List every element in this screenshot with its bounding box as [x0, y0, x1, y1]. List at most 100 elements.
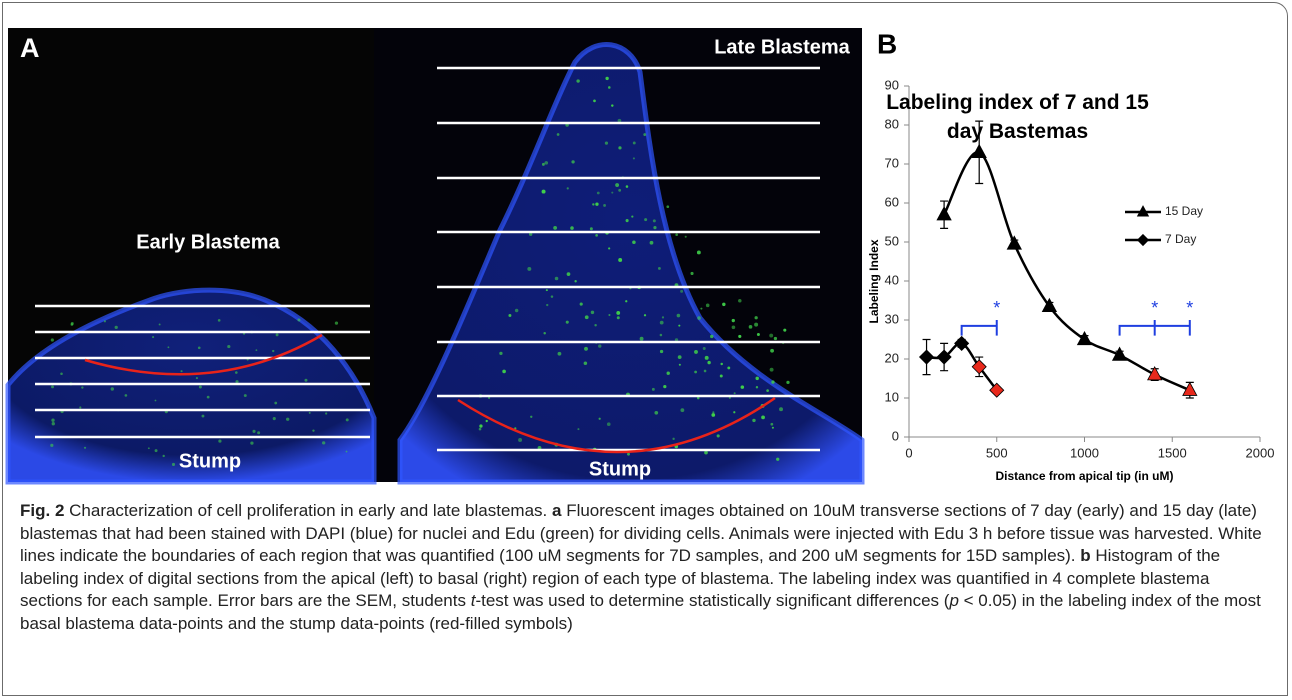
speckle	[197, 346, 201, 350]
speckle	[618, 146, 622, 150]
speckle	[696, 250, 701, 255]
y-tick-label: 60	[885, 194, 899, 209]
panel-label: A	[20, 33, 40, 63]
speckle	[595, 202, 599, 206]
speckle	[618, 188, 622, 192]
speckle	[275, 333, 279, 337]
speckle	[618, 257, 623, 262]
speckle	[70, 323, 74, 326]
speckle	[719, 374, 723, 378]
figure: A Early Blastema Stump Late Blastema Stu…	[5, 28, 1274, 485]
speckle	[257, 431, 261, 435]
speckle	[659, 333, 663, 337]
speckle	[738, 334, 742, 338]
speckle	[731, 325, 736, 330]
speckle	[616, 316, 620, 320]
speckle	[557, 351, 562, 356]
speckle	[297, 318, 301, 322]
speckle	[756, 332, 760, 336]
speckle	[51, 418, 55, 422]
speckle	[659, 349, 664, 354]
speckle	[700, 307, 703, 310]
speckle	[272, 349, 275, 353]
speckle	[752, 418, 756, 423]
speckle	[702, 346, 706, 350]
speckle	[152, 336, 155, 339]
speckle	[218, 439, 222, 443]
speckle	[527, 266, 532, 271]
caption-text: Histogram of the labeling index of digit…	[20, 546, 1221, 610]
speckle	[198, 385, 202, 389]
speckle	[627, 452, 630, 456]
speckle	[576, 79, 580, 83]
speckle	[606, 422, 611, 426]
speckle	[595, 234, 598, 237]
significance-bracket	[960, 324, 997, 336]
x-tick-label: 2000	[1246, 445, 1275, 460]
legend-label: 15 Day	[1165, 204, 1203, 218]
marker	[918, 349, 935, 365]
speckle	[755, 376, 759, 381]
speckle	[643, 133, 647, 136]
region-lines	[35, 66, 820, 452]
speckle	[659, 320, 664, 325]
series-line	[942, 151, 1191, 392]
speckle	[711, 413, 716, 417]
y-tick-label: 70	[885, 155, 899, 170]
image-label: Late Blastema	[714, 36, 850, 58]
speckle	[530, 415, 533, 418]
speckle	[712, 411, 715, 414]
speckle	[51, 422, 55, 426]
x-tick-label: 0	[905, 445, 912, 460]
speckle	[541, 189, 546, 194]
speckle	[727, 366, 731, 370]
speckle	[114, 325, 118, 330]
speckle	[694, 349, 698, 354]
speckle	[696, 396, 700, 400]
caption: Fig. 2 Characterization of cell prolifer…	[20, 500, 1270, 635]
speckle	[694, 370, 697, 374]
panel-a: A Early Blastema Stump Late Blastema Stu…	[5, 28, 865, 485]
speckle	[632, 141, 636, 145]
speckle	[479, 424, 483, 428]
speckle	[661, 316, 665, 319]
speckle	[272, 417, 276, 421]
speckle	[680, 408, 685, 413]
legend-marker	[1136, 233, 1150, 247]
speckle	[663, 385, 667, 389]
speckle	[545, 289, 548, 292]
early-tissue	[5, 287, 377, 485]
speckle	[644, 218, 648, 222]
speckle	[592, 203, 595, 206]
speckle	[322, 441, 326, 445]
speckle	[235, 380, 239, 384]
speckle	[195, 377, 198, 380]
y-tick-label: 40	[885, 272, 899, 287]
speckle	[672, 437, 675, 441]
speckle	[598, 344, 602, 348]
speckle	[79, 406, 82, 409]
speckle	[611, 104, 614, 107]
speckle	[589, 227, 593, 231]
speckle	[206, 395, 210, 399]
speckle	[596, 191, 600, 195]
speckle	[478, 427, 482, 431]
speckle	[766, 389, 769, 392]
significance-star: *	[1151, 298, 1158, 318]
speckle	[653, 226, 657, 230]
speckle	[579, 302, 583, 306]
caption-text: a	[552, 501, 562, 520]
x-tick-label: 1000	[1070, 445, 1099, 460]
speckle	[544, 161, 549, 165]
speckle	[631, 215, 634, 218]
speckle	[740, 385, 745, 389]
y-tick-label: 90	[885, 77, 899, 92]
speckle	[345, 450, 348, 453]
speckle	[755, 386, 759, 389]
marker	[1041, 297, 1058, 313]
chart: 0 10 20 30 40 50 60 70 80 90 0 500 1000 1500 2000 Dista…	[867, 77, 1274, 483]
speckle	[680, 289, 684, 293]
speckle	[716, 434, 720, 438]
x-tick-label: 500	[986, 445, 1008, 460]
speckle	[50, 443, 54, 447]
